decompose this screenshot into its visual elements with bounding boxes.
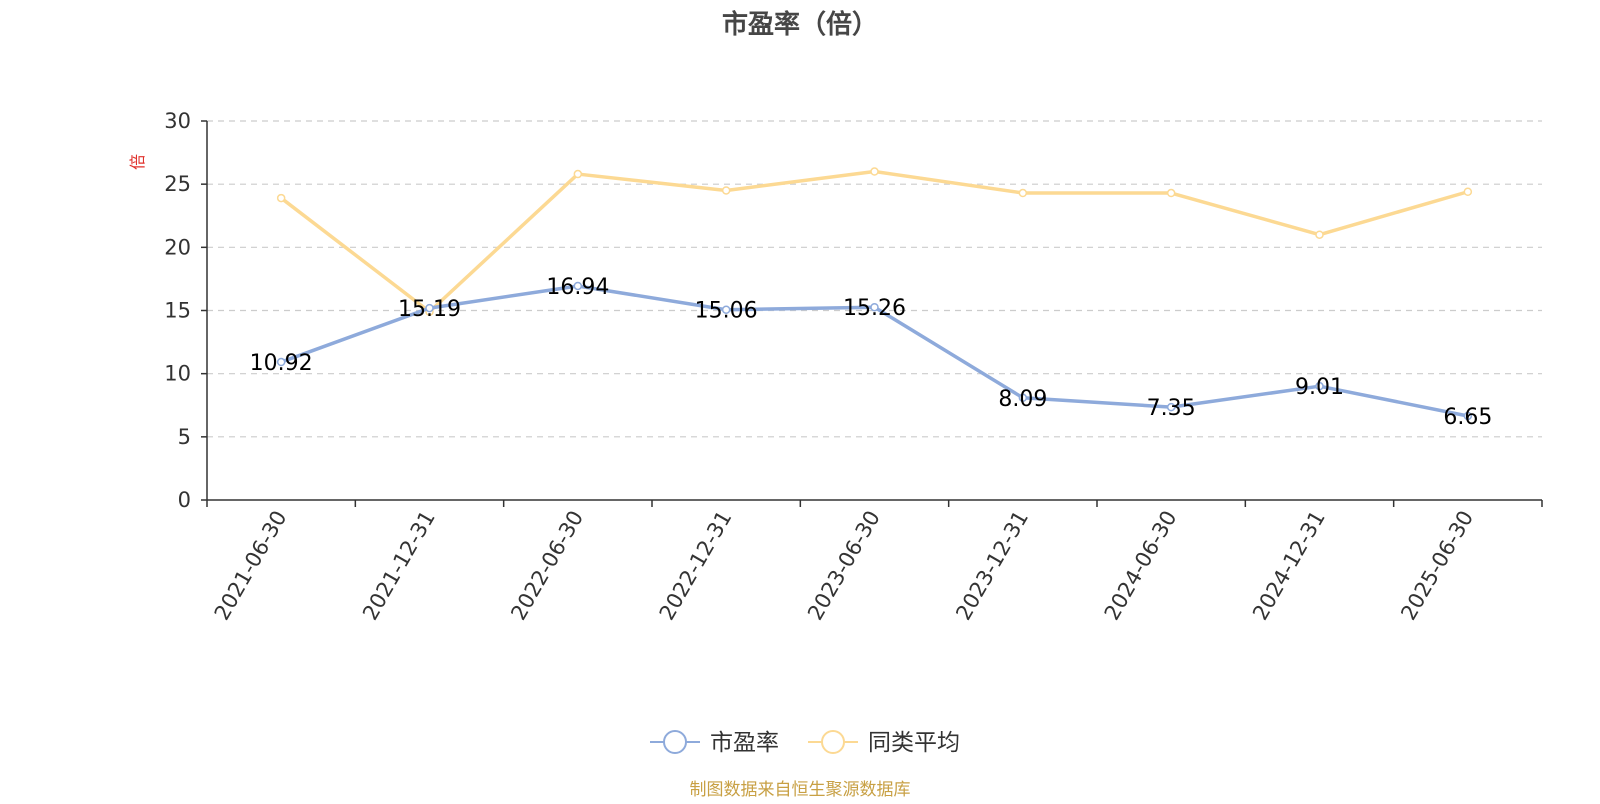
data-point: [276, 357, 286, 367]
y-tick-label: 0: [178, 488, 191, 512]
series-line-peer-average: [279, 169, 1470, 314]
axes: 0 5 10 15 20 25 30 2021-06-30 2021-12-31 2022-06-…: [164, 109, 1543, 625]
data-point: [425, 303, 434, 313]
data-point: [1166, 402, 1176, 412]
data-point: [1166, 188, 1176, 198]
data-label: 6.65: [1443, 405, 1492, 430]
data-point: [721, 305, 731, 314]
x-tick-label: 2022-06-30: [506, 507, 588, 625]
data-point: [573, 281, 583, 291]
legend-label: 市盈率: [710, 730, 779, 756]
y-tick-label: 30: [164, 109, 191, 133]
x-tick-label: 2025-06-30: [1396, 507, 1478, 625]
y-tick-label: 10: [164, 362, 191, 386]
data-label: 10.92: [250, 351, 313, 376]
data-point: [573, 169, 583, 179]
x-tick-label: 2024-06-30: [1100, 507, 1182, 625]
y-tick-label: 25: [164, 172, 191, 196]
data-point: [1018, 393, 1028, 403]
y-tick-label: 5: [178, 425, 191, 449]
data-point: [1315, 381, 1324, 391]
series-group: [276, 167, 1473, 421]
data-label: 15.06: [695, 299, 758, 324]
data-label: 8.09: [998, 387, 1047, 412]
y-tick-label: 15: [164, 299, 191, 323]
legend: 市盈率 同类平均: [650, 730, 960, 756]
data-label: 15.19: [398, 297, 461, 322]
y-axis-label: 倍: [128, 154, 147, 170]
data-label: 9.01: [1295, 375, 1344, 400]
data-point: [721, 186, 731, 195]
data-point: [1463, 187, 1473, 196]
x-tick-label: 2023-06-30: [803, 507, 885, 625]
data-point: [1463, 411, 1473, 421]
grid-lines: [207, 120, 1542, 438]
legend-marker: [663, 730, 687, 754]
data-point: [276, 193, 286, 203]
data-point: [870, 302, 879, 312]
x-tick-label: 2023-12-31: [951, 507, 1033, 625]
y-tick-label: 20: [164, 235, 191, 259]
chart-title: 市盈率（倍）: [722, 9, 878, 40]
data-label: 15.26: [843, 296, 906, 321]
source-note: 制图数据来自恒生聚源数据库: [690, 780, 911, 800]
legend-marker: [821, 730, 845, 754]
data-label: 16.94: [546, 275, 609, 300]
legend-item-pe: 市盈率: [650, 730, 779, 756]
legend-label: 同类平均: [868, 730, 960, 756]
x-tick-label: 2022-12-31: [655, 507, 737, 625]
data-label: 7.35: [1147, 396, 1196, 421]
data-point: [1315, 230, 1324, 239]
x-tick-label: 2021-06-30: [210, 507, 292, 625]
x-tick-label: 2021-12-31: [358, 507, 440, 625]
data-point: [1018, 188, 1028, 198]
data-point: [870, 167, 879, 176]
x-tick-label: 2024-12-31: [1248, 507, 1330, 625]
data-labels: 10.92 15.19 16.94 15.06 15.26 8.09 7.35 9.01 6.6…: [250, 275, 1493, 430]
legend-item-peer-average: 同类平均: [808, 730, 960, 756]
